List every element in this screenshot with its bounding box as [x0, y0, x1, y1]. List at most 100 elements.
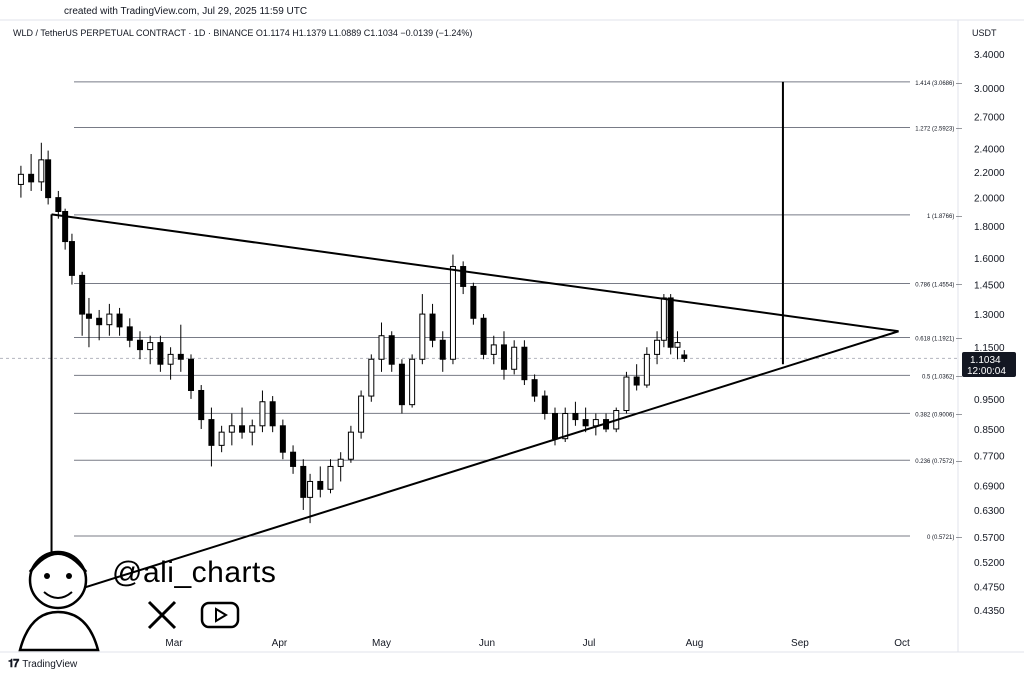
candle-body [398, 363, 405, 406]
last-price-value: 1.1034 [970, 355, 1001, 366]
candle-body [218, 431, 225, 446]
youtube-icon[interactable] [200, 600, 240, 630]
candle-body [633, 376, 640, 386]
candle-body [96, 317, 103, 326]
candle-body [429, 313, 436, 341]
fib-level-label: 0.5 (1.0362) — [922, 374, 962, 380]
candle-body [136, 339, 143, 351]
price-tick-label: 0.4350 [974, 606, 1005, 617]
candle-body [337, 458, 344, 467]
price-tick-label: 0.5700 [974, 533, 1005, 544]
candle-body [660, 297, 667, 341]
last-price-badge-bg [962, 352, 1016, 377]
candle-body [572, 413, 579, 421]
price-tick-label: 0.8500 [974, 425, 1005, 436]
candle-body [667, 297, 674, 348]
chart-credit: created with TradingView.com, Jul 29, 20… [64, 6, 308, 17]
fib-level-label: 1.272 (2.5923) — [915, 126, 962, 132]
candle-body [228, 425, 235, 433]
price-tick-label: 2.7000 [974, 112, 1005, 123]
candle-body [531, 379, 538, 397]
candle-body [562, 413, 569, 440]
fib-level-label: 0.618 (1.1921) — [915, 337, 962, 343]
symbol-legend[interactable]: WLD / TetherUS PERPETUAL CONTRACT · 1D ·… [13, 28, 473, 38]
candle-body [449, 266, 456, 360]
candle-body [521, 346, 528, 381]
candle-body [269, 401, 276, 427]
price-tick-label: 3.4000 [974, 50, 1005, 61]
candle-body [38, 159, 45, 183]
candle-body [552, 413, 559, 440]
candle-body [460, 266, 467, 287]
price-tick-label: 1.1500 [974, 343, 1005, 354]
time-tick-label: Sep [791, 638, 809, 649]
candle-body [62, 210, 69, 243]
time-axis: FebMarAprMayJunJulAugSepOct [70, 638, 910, 649]
candle-body [378, 335, 385, 360]
price-tick-label: 2.0000 [974, 194, 1005, 205]
time-tick-label: May [372, 638, 391, 649]
candle-body [327, 465, 334, 490]
candle-body [307, 480, 314, 498]
price-tick-label: 0.6900 [974, 481, 1005, 492]
time-tick-label: Jul [583, 638, 596, 649]
x-logo-icon[interactable] [146, 600, 178, 630]
price-axis: 3.4000 3.0000 2.7000 2.4000 2.2000 2.0000 1.80… [974, 50, 1005, 617]
candle-body [681, 354, 688, 359]
triangle-upper-trendline [51, 213, 899, 333]
time-tick-label: Oct [894, 638, 910, 649]
candle-body [68, 241, 75, 276]
candle-body [85, 313, 92, 319]
last-price-badge: 1.1034 12:00:04 [962, 352, 1016, 377]
candle-body [643, 353, 650, 386]
fib-level-label: 1 (1.8766) — [927, 214, 962, 220]
time-tick-label: Jun [479, 638, 495, 649]
chart-frame [0, 19, 1024, 653]
candle-body [480, 317, 487, 355]
candle-body [17, 173, 24, 185]
time-tick-label: Mar [165, 638, 183, 649]
candle-body [592, 419, 599, 427]
candle-body [623, 376, 630, 412]
candle-body [300, 465, 307, 498]
candle-body [208, 419, 215, 446]
triangle-lower-trendline [51, 330, 899, 599]
candle-body [317, 480, 324, 490]
fib-level-label: 0.786 (1.4554) — [915, 283, 962, 289]
price-tick-label: 0.4750 [974, 582, 1005, 593]
candle-body [654, 339, 661, 355]
price-tick-label: 1.6000 [974, 254, 1005, 265]
candle-body [249, 425, 256, 433]
tradingview-watermark[interactable]: 𝟏𝟕 TradingView [8, 658, 77, 671]
drawings [50, 81, 899, 599]
price-tick-label: 1.3000 [974, 310, 1005, 321]
candle-body [409, 358, 416, 406]
candle-body [28, 173, 35, 183]
fib-level-label: 0.382 (0.9006) — [915, 412, 962, 418]
candle-body [126, 326, 133, 341]
fibonacci-levels: 1.414 (3.0686) — 1.272 (2.5923) — 1 (1.876… [0, 81, 962, 541]
fib-level-label: 1.414 (3.0686) — [915, 81, 962, 87]
candle-body [490, 344, 497, 355]
candle-body [79, 274, 86, 315]
candle-body [388, 335, 395, 365]
candle-body [674, 342, 681, 348]
price-tick-label: 2.2000 [974, 168, 1005, 179]
candle-body [259, 401, 266, 427]
price-tick-label: 1.8000 [974, 222, 1005, 233]
candle-body [470, 285, 477, 319]
price-unit-label[interactable]: USDT [972, 28, 997, 38]
author-handle: @ali_charts [112, 556, 277, 589]
price-tick-label: 0.9500 [974, 395, 1005, 406]
candle-body [198, 389, 205, 421]
candle-body [55, 197, 62, 212]
fib-level-label: 0 (0.5721) — [927, 535, 962, 541]
tradingview-wordmark: TradingView [22, 659, 78, 670]
cartoon-avatar-icon [18, 550, 100, 652]
price-tick-label: 0.5200 [974, 558, 1005, 569]
candle-body [177, 353, 184, 360]
price-tick-label: 0.7700 [974, 452, 1005, 463]
time-tick-label: Aug [686, 638, 704, 649]
candle-body [541, 395, 548, 415]
